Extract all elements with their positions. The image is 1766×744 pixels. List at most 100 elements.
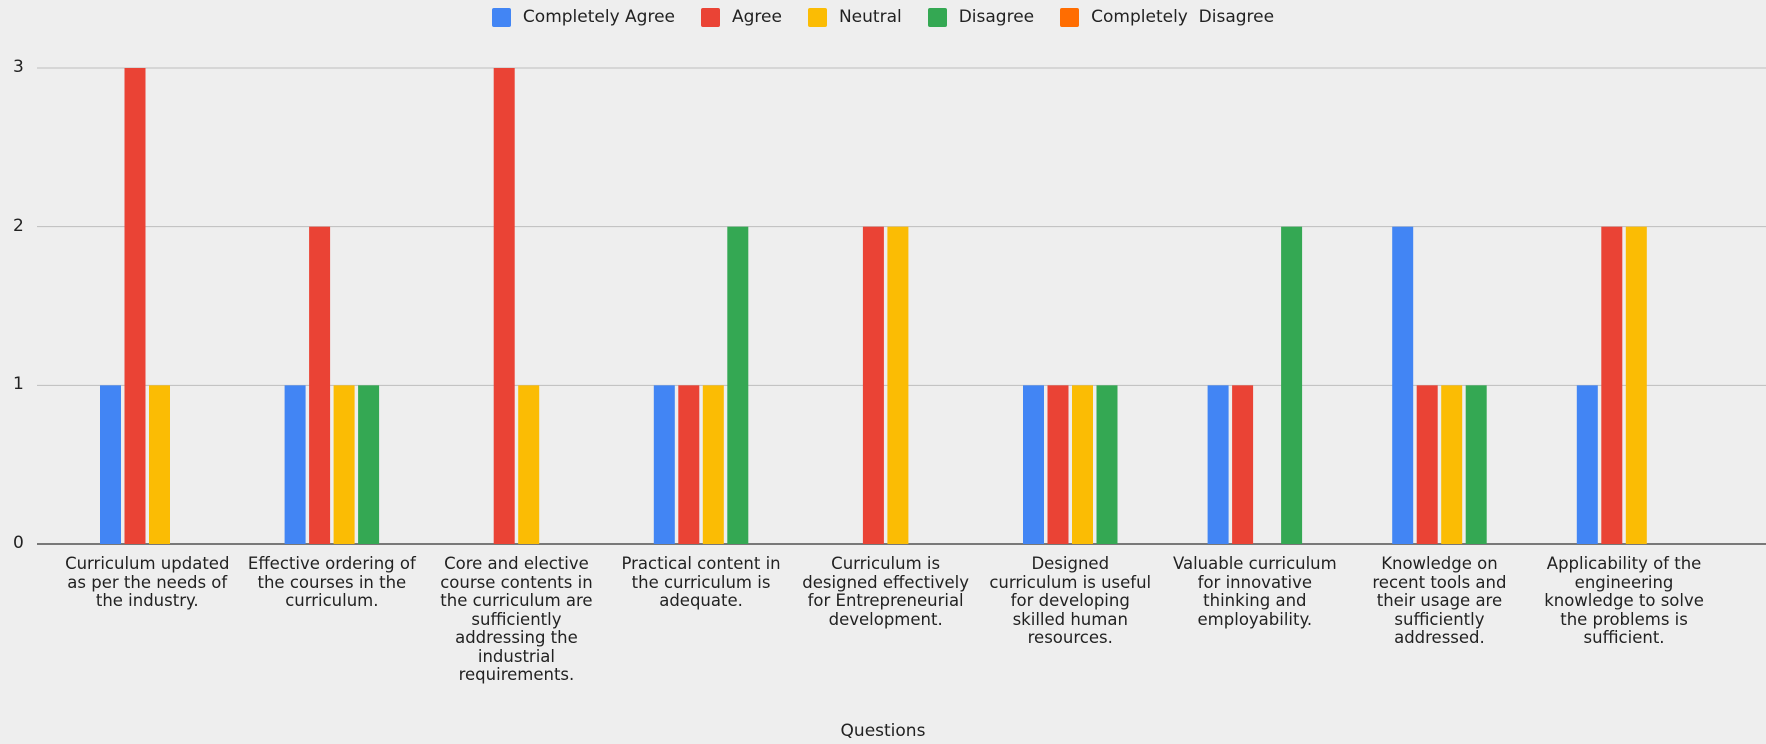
x-tick-label-line: skilled human: [1012, 609, 1128, 629]
legend-label: Agree: [732, 7, 782, 27]
x-tick-label-line: adequate.: [659, 591, 743, 610]
legend-swatch: [701, 7, 720, 27]
x-tick-label-line: the curriculum is: [631, 572, 771, 592]
bar: [149, 385, 170, 544]
x-tick-label-line: as per the needs of: [67, 572, 228, 592]
legend-label: Disagree: [958, 7, 1035, 27]
x-tick-label-line: sufficiently: [1394, 609, 1485, 629]
x-tick-label: Designed curriculum is useful for developi…: [982, 554, 1158, 648]
x-tick-label-line: addressing the: [455, 628, 578, 647]
x-tick-label-line: resources.: [1027, 628, 1113, 647]
bar: [284, 385, 306, 544]
x-axis-title: Questions: [840, 721, 926, 741]
bar: [1392, 226, 1414, 544]
x-tick-label: Knowledge on recent tools and their usage …: [1351, 554, 1527, 648]
x-tick-label-line: the curriculum are: [440, 591, 593, 610]
x-tick-label-line: requirements.: [458, 665, 575, 684]
bar: [887, 226, 909, 544]
legend-swatch: [927, 7, 947, 27]
x-tick-label-line: sufficient.: [1583, 628, 1665, 647]
bar: [1441, 385, 1463, 544]
legend-item: Neutral: [807, 7, 902, 27]
legend-item: Agree: [701, 7, 782, 27]
x-tick-label-line: sufficiently: [471, 609, 562, 629]
bar: [1072, 385, 1093, 544]
legend-label: Neutral: [838, 7, 902, 27]
x-tick-label-line: curriculum is useful: [989, 572, 1152, 592]
legend-label: Completely Agree: [522, 7, 675, 27]
bar: [100, 385, 121, 544]
x-tick-label: Valuable curriculum for innovative thinkin…: [1167, 554, 1343, 629]
bar: [124, 68, 146, 544]
x-tick-label-line: thinking and: [1203, 591, 1307, 610]
x-tick-label-line: curriculum.: [285, 591, 379, 610]
x-tick-label-line: for developing: [1010, 591, 1130, 610]
x-tick-label-line: Core and elective: [444, 554, 589, 573]
bar: [1416, 385, 1438, 544]
legend-swatch: [807, 7, 827, 27]
x-tick-label: Applicability of the engineering knowledge…: [1536, 554, 1712, 648]
legend-swatch: [491, 7, 511, 27]
y-tick-label: 1: [13, 374, 24, 395]
x-tick-label-line: industrial: [477, 646, 555, 666]
bar: [862, 226, 884, 544]
bar: [1465, 385, 1487, 544]
bar: [1207, 385, 1229, 544]
y-tick-label: 3: [13, 57, 24, 77]
x-tick-label-line: Applicability of the: [1546, 554, 1702, 573]
x-tick-label: Core and elective course contents in the c…: [428, 554, 604, 685]
x-tick-label-line: development.: [828, 609, 943, 629]
legend-item: Completely Agree: [491, 7, 675, 27]
x-tick-label: Curriculum is designed effectively for Ent…: [798, 554, 974, 629]
bar: [1601, 226, 1623, 544]
bar: [702, 385, 724, 544]
x-tick-label-line: recent tools and: [1372, 572, 1507, 592]
x-tick-label: Practical content in the curriculum is ade…: [613, 554, 789, 611]
bar: [1232, 385, 1254, 544]
bar: [727, 226, 749, 544]
bar: [309, 226, 331, 544]
bar: [1625, 226, 1647, 544]
bar: [1023, 385, 1044, 544]
x-tick-label-line: Designed: [1031, 554, 1110, 573]
legend-item: Disagree: [927, 7, 1035, 27]
bar: [493, 68, 515, 544]
bar: [333, 385, 355, 544]
bar: [653, 385, 675, 544]
legend-swatch: [1060, 7, 1080, 27]
x-tick-label-line: the problems is: [1560, 609, 1688, 629]
x-tick-label-line: Valuable curriculum: [1172, 554, 1337, 573]
x-tick-label-line: their usage are: [1376, 591, 1503, 610]
x-tick-label-line: knowledge to solve: [1544, 591, 1704, 610]
x-tick-label-line: Practical content in: [621, 554, 781, 573]
x-tick-label-line: addressed.: [1394, 628, 1485, 647]
bar: [1576, 385, 1598, 544]
legend-label: Completely Disagree: [1091, 7, 1275, 27]
x-tick-label-line: for Entrepreneurial: [807, 591, 964, 610]
bar: [678, 385, 700, 544]
y-tick-label: 0: [13, 533, 24, 553]
y-tick-label: 2: [13, 215, 24, 236]
x-tick-label-line: designed effectively: [802, 572, 969, 592]
x-tick-label-line: Curriculum is: [831, 554, 941, 573]
x-tick-label-line: Effective ordering of: [247, 554, 416, 573]
x-tick-label: Effective ordering of the courses in the c…: [244, 554, 420, 611]
x-tick-label-line: Curriculum updated: [65, 554, 230, 573]
x-tick-label-line: employability.: [1197, 609, 1313, 629]
legend-item: Completely Disagree: [1060, 7, 1274, 27]
x-tick-label: Curriculum updated as per the needs of the…: [59, 554, 235, 611]
bar: [1281, 226, 1303, 544]
legend: Completely Agree Agree Neutral Disagree Comp…: [0, 7, 1766, 27]
bar: [518, 385, 540, 544]
bar: [358, 385, 380, 544]
bar: [1096, 385, 1118, 544]
bar: [1047, 385, 1069, 544]
x-tick-label-line: the industry.: [95, 591, 199, 610]
x-tick-label-line: the courses in the: [257, 572, 407, 592]
x-tick-label-line: for innovative: [1197, 572, 1313, 592]
x-tick-label-line: Knowledge on: [1381, 554, 1498, 573]
x-tick-label-line: course contents in: [440, 572, 593, 592]
x-tick-label-line: engineering: [1574, 572, 1674, 592]
